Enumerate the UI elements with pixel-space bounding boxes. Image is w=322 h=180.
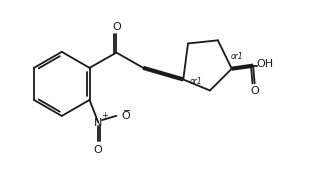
Text: or1: or1 <box>189 77 202 86</box>
Text: OH: OH <box>257 59 274 69</box>
Text: O: O <box>112 22 121 32</box>
Text: −: − <box>123 106 131 116</box>
Text: $\mathregular{N}$: $\mathregular{N}$ <box>93 116 103 128</box>
Text: +: + <box>101 111 108 120</box>
Text: or1: or1 <box>231 52 243 61</box>
Text: O: O <box>94 145 102 155</box>
Text: O: O <box>121 111 130 121</box>
Text: O: O <box>250 86 259 96</box>
